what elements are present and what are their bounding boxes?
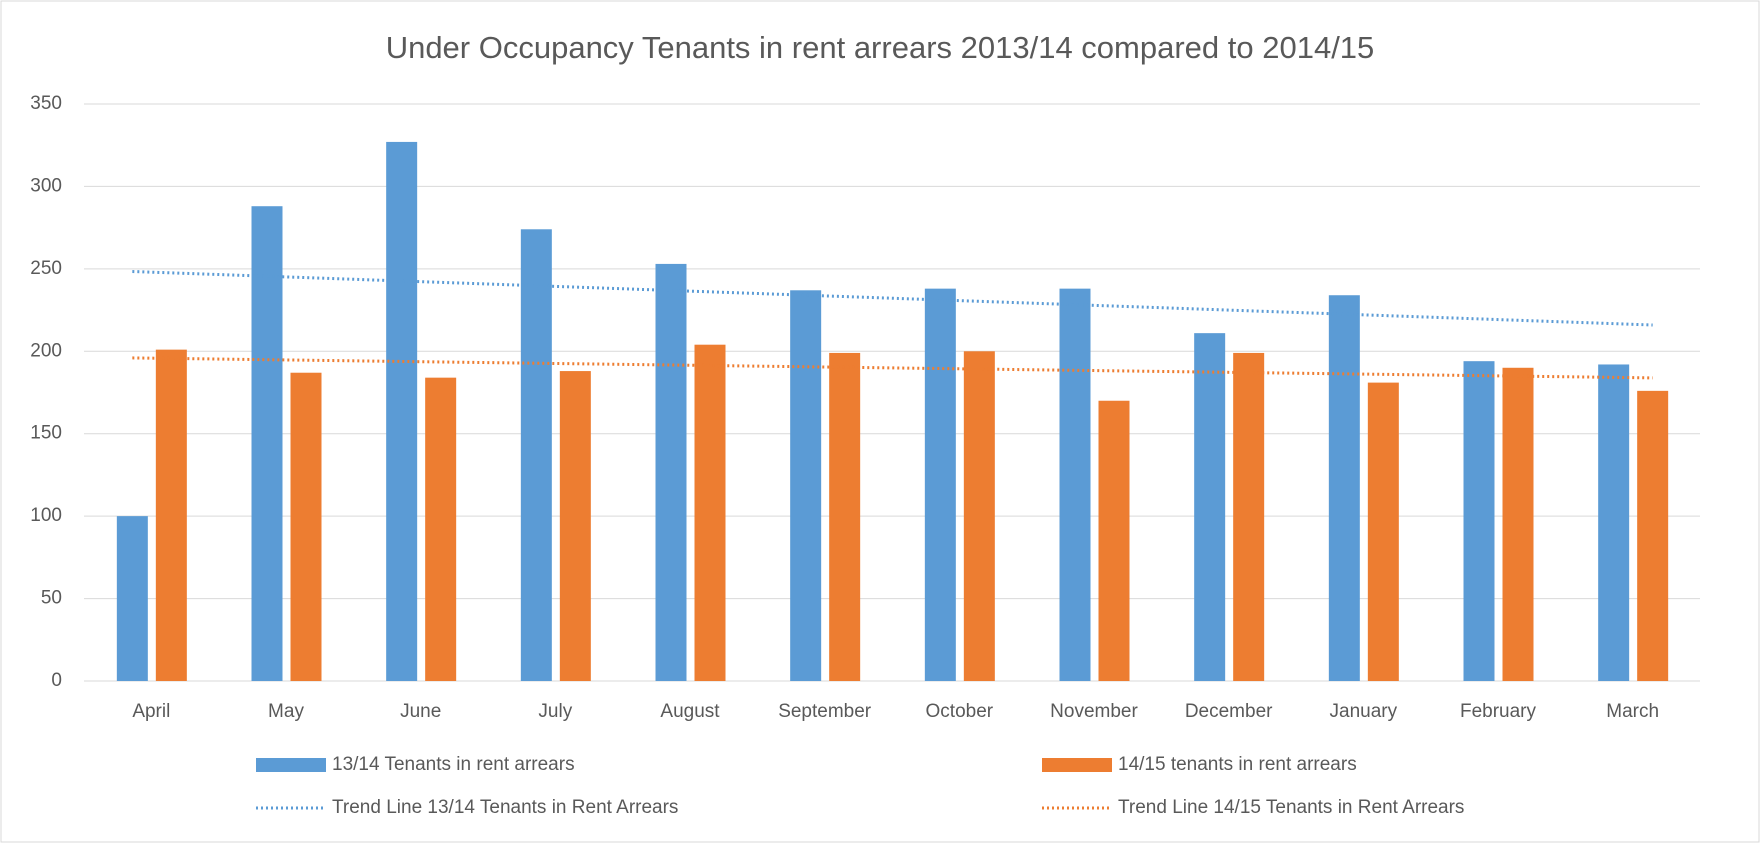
x-tick-label: October	[926, 701, 994, 722]
legend-label: 14/15 tenants in rent arrears	[1118, 754, 1357, 775]
y-tick-label: 0	[51, 670, 62, 691]
y-tick-label: 100	[30, 505, 62, 526]
bar	[1059, 288, 1091, 681]
bar	[520, 229, 552, 681]
y-tick-label: 300	[30, 175, 62, 196]
bar	[290, 372, 322, 681]
x-tick-label: February	[1460, 701, 1537, 722]
x-tick-label: August	[660, 701, 720, 722]
bar	[1194, 333, 1226, 681]
bar	[790, 290, 822, 681]
trend-line	[132, 356, 1653, 380]
legend-label: 13/14 Tenants in rent arrears	[332, 754, 575, 775]
y-tick-label: 200	[30, 340, 62, 361]
chart-title: Under Occupancy Tenants in rent arrears …	[386, 30, 1375, 65]
trend-line	[132, 270, 1653, 327]
bar	[924, 288, 956, 681]
bar	[1598, 364, 1630, 681]
bar	[1463, 361, 1495, 681]
bar	[425, 377, 457, 681]
x-tick-label: September	[778, 701, 872, 722]
bar	[1502, 367, 1534, 681]
y-tick-label: 350	[30, 93, 62, 114]
y-tick-label: 250	[30, 258, 62, 279]
bar	[1637, 390, 1669, 681]
bar	[963, 351, 995, 681]
y-tick-label: 50	[41, 588, 62, 609]
bar	[829, 352, 861, 681]
x-tick-label: December	[1185, 701, 1273, 722]
bar	[559, 371, 591, 681]
bar	[251, 206, 283, 681]
x-tick-label: January	[1330, 701, 1398, 722]
bar	[694, 344, 726, 681]
bar	[1328, 295, 1360, 681]
bar	[1098, 400, 1130, 681]
bar	[655, 263, 687, 681]
x-tick-label: March	[1606, 701, 1659, 722]
x-tick-label: April	[132, 701, 170, 722]
legend-swatch	[1042, 758, 1112, 772]
bar	[1367, 382, 1399, 681]
x-tick-label: June	[400, 701, 441, 722]
y-tick-label: 150	[30, 423, 62, 444]
x-tick-label: November	[1050, 701, 1138, 722]
bar	[155, 349, 187, 681]
x-tick-label: May	[268, 701, 304, 722]
legend-swatch	[256, 758, 326, 772]
bar	[116, 516, 148, 681]
bar	[386, 141, 418, 682]
bar	[1233, 352, 1265, 681]
legend-label: Trend Line 14/15 Tenants in Rent Arrears	[1118, 797, 1464, 818]
x-tick-label: July	[538, 701, 572, 722]
legend-label: Trend Line 13/14 Tenants in Rent Arrears	[332, 797, 678, 818]
